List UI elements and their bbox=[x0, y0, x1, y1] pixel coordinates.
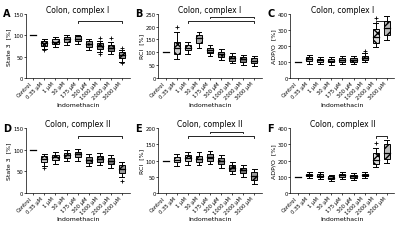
Title: Colon, complex II: Colon, complex II bbox=[177, 120, 243, 129]
Bar bbox=[52, 40, 58, 45]
Y-axis label: RCI  [%]: RCI [%] bbox=[139, 34, 144, 59]
X-axis label: Indomethacin: Indomethacin bbox=[56, 217, 99, 222]
Bar bbox=[384, 22, 390, 35]
Bar bbox=[108, 158, 114, 165]
Bar bbox=[317, 59, 323, 63]
Bar bbox=[119, 53, 125, 59]
Bar bbox=[328, 177, 334, 179]
Text: E: E bbox=[135, 124, 142, 134]
Bar bbox=[251, 59, 257, 64]
Text: C: C bbox=[268, 10, 275, 19]
Bar bbox=[64, 38, 70, 43]
Bar bbox=[86, 157, 92, 163]
Title: Colon, complex I: Colon, complex I bbox=[178, 5, 242, 15]
Bar bbox=[317, 175, 323, 177]
X-axis label: Indomethacin: Indomethacin bbox=[188, 217, 232, 222]
Bar bbox=[207, 155, 213, 161]
Bar bbox=[372, 154, 379, 164]
Y-axis label: ADP/O  [%]: ADP/O [%] bbox=[272, 143, 276, 178]
Bar bbox=[119, 165, 125, 174]
Bar bbox=[218, 159, 224, 165]
Bar bbox=[207, 48, 213, 54]
Bar bbox=[196, 156, 202, 162]
Y-axis label: RCI  [%]: RCI [%] bbox=[139, 148, 144, 173]
Y-axis label: State 3  [%]: State 3 [%] bbox=[7, 142, 12, 180]
Bar bbox=[185, 46, 191, 51]
Y-axis label: State 3  [%]: State 3 [%] bbox=[7, 28, 12, 65]
Bar bbox=[362, 174, 368, 177]
Bar bbox=[251, 173, 257, 180]
X-axis label: Indomethacin: Indomethacin bbox=[188, 102, 232, 107]
Bar bbox=[240, 58, 246, 63]
Bar bbox=[41, 42, 48, 47]
Text: D: D bbox=[3, 124, 11, 134]
Title: Colon, complex II: Colon, complex II bbox=[45, 120, 110, 129]
Bar bbox=[196, 36, 202, 44]
Bar bbox=[229, 57, 235, 61]
Bar bbox=[306, 174, 312, 177]
Bar bbox=[74, 37, 81, 42]
Bar bbox=[185, 155, 191, 161]
Bar bbox=[74, 152, 81, 157]
Bar bbox=[384, 145, 390, 159]
Text: B: B bbox=[135, 10, 142, 19]
Bar bbox=[97, 156, 103, 162]
Bar bbox=[218, 52, 224, 58]
Text: A: A bbox=[3, 10, 10, 19]
Text: F: F bbox=[268, 124, 274, 134]
Bar bbox=[41, 157, 48, 162]
Bar bbox=[339, 174, 346, 177]
Bar bbox=[350, 59, 356, 62]
Title: Colon, complex II: Colon, complex II bbox=[310, 120, 375, 129]
Bar bbox=[97, 44, 103, 50]
Bar bbox=[362, 56, 368, 61]
Bar bbox=[52, 155, 58, 160]
Bar bbox=[306, 58, 312, 62]
Y-axis label: ADP/O  [%]: ADP/O [%] bbox=[272, 29, 276, 64]
X-axis label: Indomethacin: Indomethacin bbox=[321, 102, 364, 107]
X-axis label: Indomethacin: Indomethacin bbox=[56, 102, 99, 107]
Bar bbox=[350, 175, 356, 178]
Bar bbox=[64, 153, 70, 158]
Bar bbox=[174, 43, 180, 54]
Bar bbox=[229, 165, 235, 171]
Bar bbox=[339, 59, 346, 62]
Bar bbox=[372, 30, 379, 43]
Title: Colon, complex I: Colon, complex I bbox=[46, 5, 109, 15]
Title: Colon, complex I: Colon, complex I bbox=[311, 5, 374, 15]
Bar bbox=[240, 168, 246, 174]
Bar bbox=[108, 46, 114, 52]
Bar bbox=[174, 157, 180, 163]
Bar bbox=[86, 42, 92, 47]
X-axis label: Indomethacin: Indomethacin bbox=[321, 217, 364, 222]
Bar bbox=[328, 60, 334, 63]
